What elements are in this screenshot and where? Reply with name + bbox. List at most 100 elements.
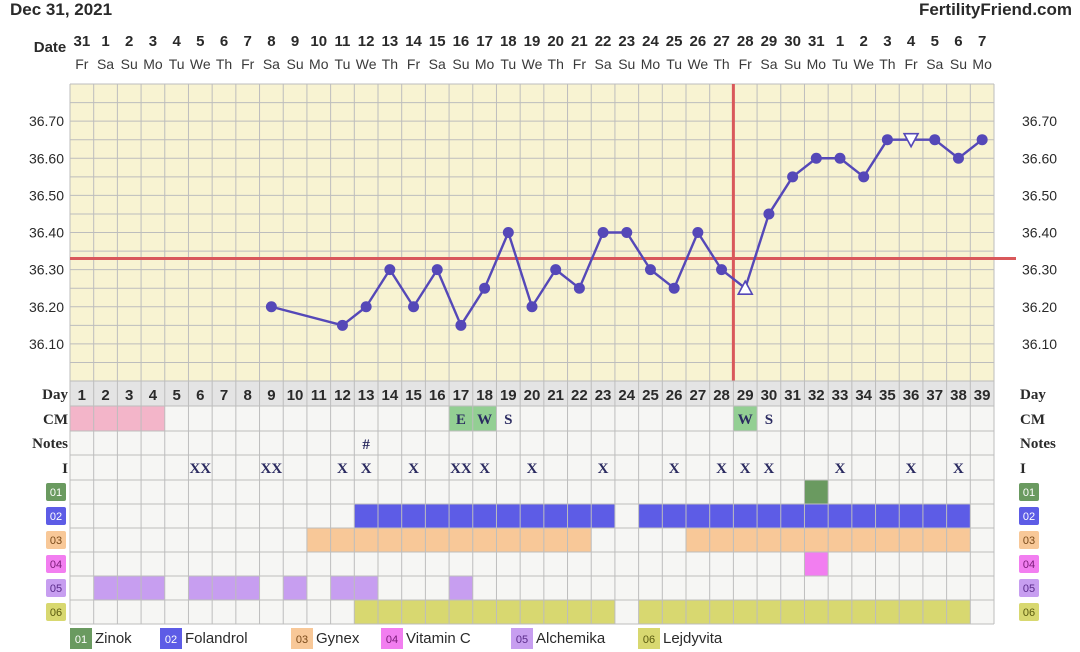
cycle-day-label: 33 bbox=[832, 387, 849, 404]
temp-point bbox=[431, 264, 443, 276]
weekday-label: Tu bbox=[666, 56, 682, 72]
weekday-label: Su bbox=[452, 56, 469, 72]
cycle-day-label: 24 bbox=[618, 387, 635, 404]
date-label: 5 bbox=[196, 33, 204, 50]
supplement-cell-03 bbox=[733, 528, 758, 552]
legend-name: Folandrol bbox=[185, 630, 248, 647]
date-label: 3 bbox=[149, 33, 157, 50]
weekday-label: Sa bbox=[760, 56, 777, 72]
cycle-day-label: 15 bbox=[405, 387, 422, 404]
supplement-cell-06 bbox=[520, 600, 544, 624]
supplement-cell-02 bbox=[378, 504, 402, 528]
supplement-cell-02 bbox=[662, 504, 686, 528]
legend-name: Zinok bbox=[95, 630, 132, 647]
cycle-day-label: 13 bbox=[358, 387, 375, 404]
cycle-day-label: 35 bbox=[879, 387, 896, 404]
supplement-cell-03 bbox=[425, 528, 450, 552]
legend-swatch bbox=[638, 628, 660, 649]
supplement-cell-03 bbox=[449, 528, 473, 552]
date-label: 29 bbox=[761, 33, 778, 50]
temp-point bbox=[644, 264, 656, 276]
notes-row-label-left: Notes bbox=[32, 436, 68, 452]
legend-swatch bbox=[160, 628, 182, 649]
intercourse-row-label-right: I bbox=[1020, 461, 1026, 477]
period-cell bbox=[117, 406, 142, 431]
y-tick-label-left: 36.30 bbox=[29, 262, 64, 278]
supplement-cell-06 bbox=[496, 600, 521, 624]
intercourse-entry: X bbox=[764, 461, 775, 477]
date-label: 7 bbox=[978, 33, 986, 50]
day-row-background bbox=[70, 381, 994, 406]
date-label: 11 bbox=[335, 33, 351, 50]
supplement-cell-06 bbox=[638, 600, 663, 624]
date-label: 20 bbox=[547, 33, 564, 50]
period-cell bbox=[141, 406, 165, 431]
supplement-cell-06 bbox=[686, 600, 710, 624]
date-label: 22 bbox=[595, 33, 612, 50]
supplement-cell-03 bbox=[851, 528, 876, 552]
temp-point bbox=[692, 227, 704, 238]
cycle-day-label: 31 bbox=[784, 387, 801, 404]
legend-code: 06 bbox=[643, 634, 655, 646]
y-tick-label-right: 36.70 bbox=[1022, 113, 1057, 129]
cycle-day-label: 18 bbox=[476, 387, 493, 404]
weekday-label: Tu bbox=[500, 56, 516, 72]
date-label: 24 bbox=[642, 33, 659, 50]
supplement-cell-05 bbox=[283, 576, 307, 600]
date-label: 7 bbox=[244, 33, 252, 50]
date-label: 4 bbox=[907, 33, 916, 50]
cycle-day-label: 7 bbox=[220, 387, 228, 404]
supplement-cell-06 bbox=[662, 600, 686, 624]
weekday-label: Mo bbox=[143, 56, 163, 72]
temp-point bbox=[834, 152, 846, 164]
intercourse-entry: XX bbox=[189, 461, 211, 477]
temp-point bbox=[763, 208, 775, 220]
weekday-label: Tu bbox=[832, 56, 848, 72]
weekday-label: Sa bbox=[263, 56, 280, 72]
supplement-cell-03 bbox=[567, 528, 592, 552]
cycle-day-label: 8 bbox=[244, 387, 252, 404]
supplement-cell-06 bbox=[828, 600, 852, 624]
cm-highlight-cell bbox=[449, 406, 473, 431]
weekday-label: Su bbox=[618, 56, 635, 72]
supplement-cell-06 bbox=[780, 600, 805, 624]
supplement-cell-06 bbox=[543, 600, 568, 624]
temp-line-segment bbox=[388, 268, 415, 308]
intercourse-entry: X bbox=[527, 461, 538, 477]
supplement-cell-06 bbox=[946, 600, 971, 624]
supplement-badge-right bbox=[1019, 507, 1039, 525]
supplement-badge-left bbox=[46, 483, 66, 501]
cm-row-label-right: CM bbox=[1020, 412, 1045, 428]
cycle-day-label: 25 bbox=[642, 387, 659, 404]
date-label: 2 bbox=[125, 33, 133, 50]
cm-entry: W bbox=[477, 412, 492, 428]
y-tick-label-right: 36.30 bbox=[1022, 262, 1057, 278]
legend-name: Lejdyvita bbox=[663, 630, 723, 647]
supplement-cell-03 bbox=[899, 528, 923, 552]
temp-point-triangle-down bbox=[902, 132, 920, 149]
weekday-label: Fr bbox=[573, 56, 587, 72]
cycle-day-label: 4 bbox=[149, 387, 158, 404]
supplement-cell-02 bbox=[757, 504, 781, 528]
supplement-cell-03 bbox=[828, 528, 852, 552]
intercourse-entry: X bbox=[740, 461, 751, 477]
cycle-day-label: 39 bbox=[974, 387, 991, 404]
header-site[interactable]: FertilityFriend.com bbox=[918, 0, 1072, 19]
weekday-label: Tu bbox=[335, 56, 351, 72]
weekday-label: Fr bbox=[75, 56, 89, 72]
date-label: 8 bbox=[267, 33, 275, 50]
y-tick-label-left: 36.50 bbox=[29, 187, 64, 203]
temp-point bbox=[929, 134, 941, 146]
supplement-cell-03 bbox=[306, 528, 331, 552]
supplement-cell-06 bbox=[899, 600, 923, 624]
weekday-label: Th bbox=[382, 56, 398, 72]
cycle-day-label: 17 bbox=[453, 387, 470, 404]
supplement-badge-code-right: 06 bbox=[1023, 607, 1035, 619]
supplement-cell-02 bbox=[496, 504, 521, 528]
intercourse-row-label-left: I bbox=[62, 461, 68, 477]
date-label: 5 bbox=[931, 33, 939, 50]
supplement-badge-left bbox=[46, 603, 66, 621]
temp-line-segment bbox=[862, 139, 889, 178]
supplement-cell-03 bbox=[354, 528, 378, 552]
cycle-day-label: 6 bbox=[196, 387, 204, 404]
